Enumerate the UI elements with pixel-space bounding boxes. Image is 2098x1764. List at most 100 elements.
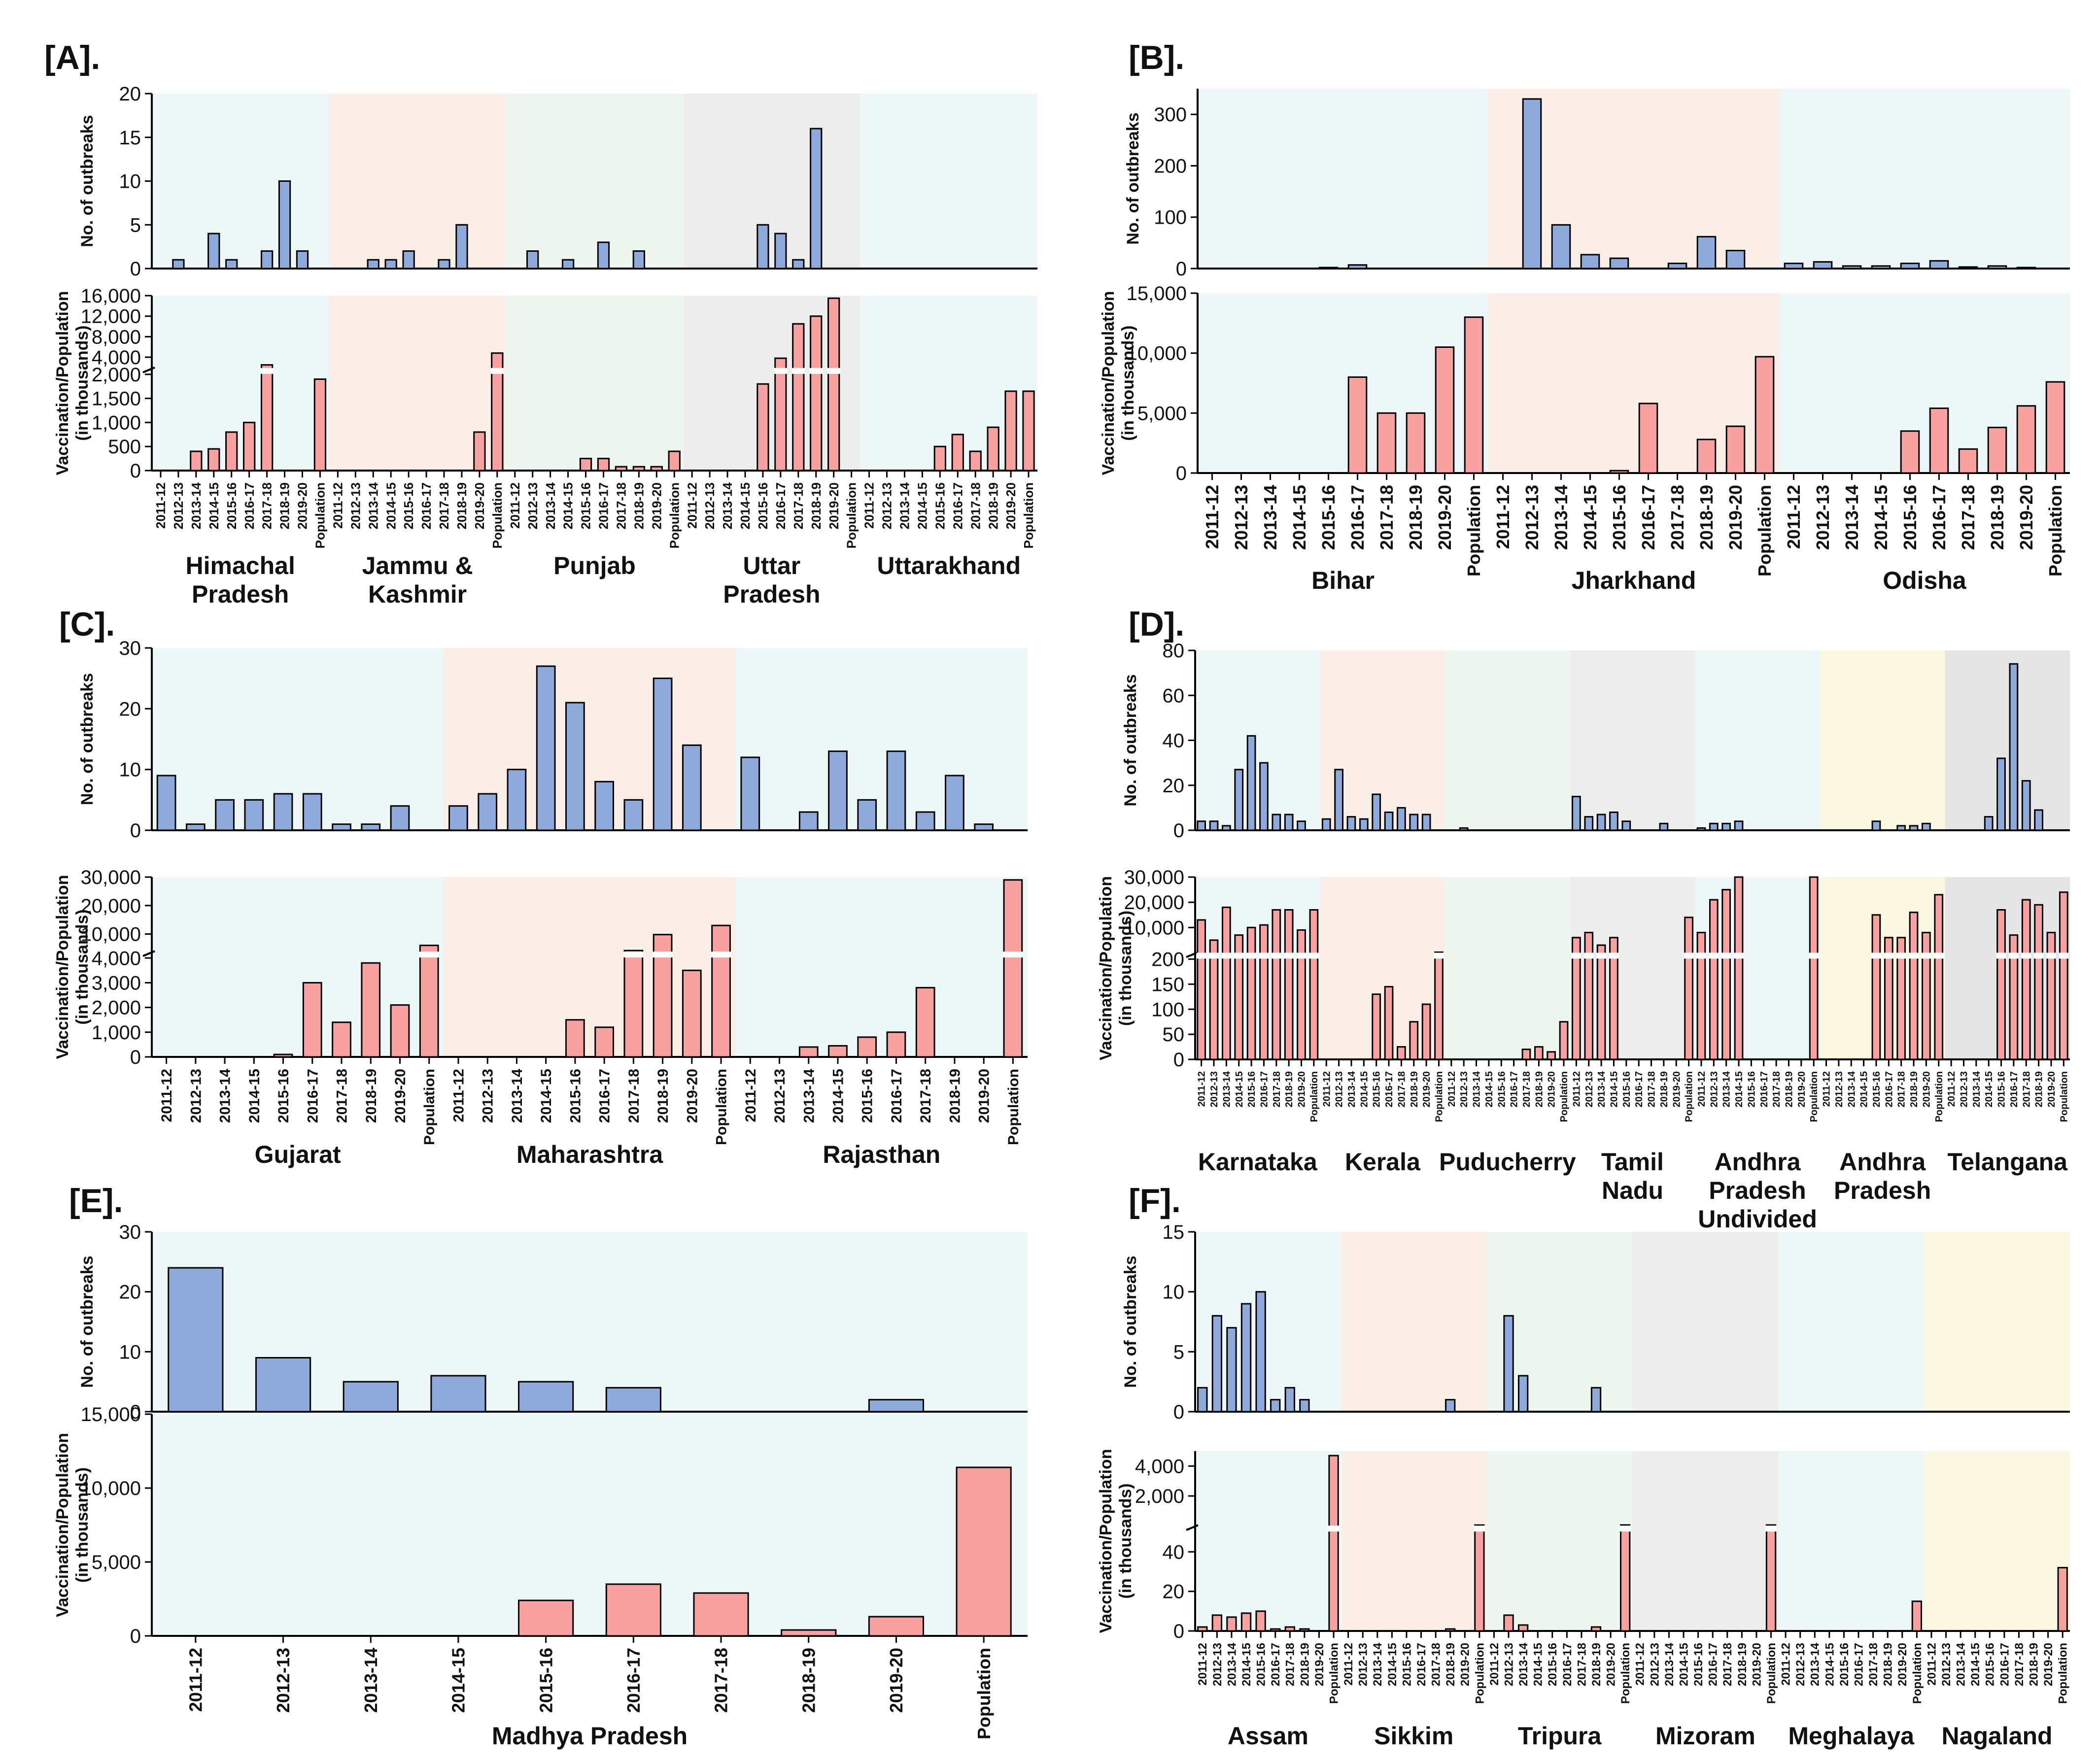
vaccination-bar xyxy=(518,1599,574,1637)
vaccination-bar xyxy=(827,297,840,472)
x-tick-label: 2019-20 xyxy=(1896,1643,1909,1686)
x-tick-label: 2018-19 xyxy=(2027,1643,2040,1686)
y-tick-label: 300 xyxy=(1154,104,1187,126)
panel-label: [E]. xyxy=(69,1182,123,1220)
y-axis-label-line: (in thousands) xyxy=(1119,325,1137,441)
x-tick-label: 2019-20 xyxy=(1459,1643,1472,1686)
x-tick-label: 2017-18 xyxy=(626,1069,642,1123)
outbreak-bar xyxy=(1459,827,1469,831)
outbreak-bar xyxy=(1896,825,1906,831)
x-tick-label: 2017-18 xyxy=(1272,1071,1282,1107)
group-background xyxy=(1632,1232,1779,1412)
y-axis-label-line: (in thousands) xyxy=(73,325,92,441)
y-axis-label-upper: No. of outbreaks xyxy=(1121,1255,1140,1388)
vaccination-bar xyxy=(774,357,787,472)
outbreak-bar xyxy=(244,799,264,831)
outbreak-bar xyxy=(1197,1387,1208,1413)
x-tick-label: 2017-18 xyxy=(437,482,451,529)
x-tick-label: 2016-17 xyxy=(889,1069,905,1123)
outbreak-bar xyxy=(1197,820,1206,831)
outbreak-bar xyxy=(1421,814,1431,831)
x-tick-label: Population xyxy=(714,1069,730,1145)
y-axis-label-upper: No. of outbreaks xyxy=(78,1255,97,1388)
y-tick-label: 30 xyxy=(119,638,141,659)
outbreak-bar xyxy=(1318,267,1339,270)
x-tick-label: 2013-14 xyxy=(1225,1642,1238,1686)
vaccination-bar xyxy=(623,950,644,1058)
x-tick-label: 2016-17 xyxy=(623,1648,644,1713)
x-tick-label: 2012-13 xyxy=(525,482,540,529)
vaccination-bar xyxy=(1397,1046,1406,1060)
vaccination-bar xyxy=(1709,899,1719,1060)
vaccination-bar xyxy=(473,431,486,472)
outbreak-bar xyxy=(1584,816,1594,831)
y-tick-label: 12,000 xyxy=(81,306,141,328)
x-tick-label: 2018-19 xyxy=(1444,1643,1457,1686)
outbreak-bar xyxy=(757,224,769,270)
x-tick-label: 2012-13 xyxy=(348,482,363,529)
y-axis-label-lower: Vaccination/Population(in thousands) xyxy=(53,875,92,1059)
x-tick-label: 2017-18 xyxy=(1521,1071,1532,1107)
outbreak-bar xyxy=(1384,812,1394,831)
vaccination-bar xyxy=(1474,1524,1485,1632)
x-tick-label: 2017-18 xyxy=(1867,1643,1880,1686)
outbreak-bar xyxy=(260,250,274,270)
x-tick-label: 2015-16 xyxy=(1496,1071,1507,1107)
x-tick-label: 2018-19 xyxy=(1406,485,1426,550)
x-tick-label: Population xyxy=(1754,485,1775,577)
outbreak-bar xyxy=(1270,1399,1281,1413)
vaccination-bar xyxy=(2016,405,2036,474)
outbreak-bar xyxy=(886,750,906,831)
vaccination-bar xyxy=(1222,906,1231,1060)
x-tick-label: 2013-14 xyxy=(1551,485,1571,550)
vaccination-bar xyxy=(419,945,439,1058)
vaccination-bar xyxy=(1259,924,1269,1060)
x-tick-label: 2015-16 xyxy=(567,1069,584,1123)
outbreak-bar xyxy=(2009,663,2019,831)
outbreak-bar xyxy=(207,233,220,270)
x-tick-label: 2018-19 xyxy=(1696,485,1717,550)
vaccination-bar xyxy=(1909,912,1919,1060)
outbreak-bar xyxy=(478,793,498,831)
x-tick-label: Population xyxy=(1005,1069,1022,1145)
x-tick-label: 2011-12 xyxy=(1696,1071,1707,1107)
state-name: Nadu xyxy=(1602,1177,1663,1204)
x-tick-label: 2012-13 xyxy=(480,1069,496,1123)
vaccination-bar xyxy=(597,458,610,472)
y-tick-label: 2,000 xyxy=(92,364,141,386)
state-name: Odisha xyxy=(1883,567,1967,594)
x-tick-label: Population xyxy=(1911,1643,1924,1704)
vaccination-bar xyxy=(1922,932,1931,1060)
outbreak-bar xyxy=(1359,818,1369,831)
y-tick-label: 15,000 xyxy=(1127,283,1187,305)
x-tick-label: 2014-15 xyxy=(1984,1071,1995,1107)
x-tick-label: 2011-12 xyxy=(1780,1643,1793,1686)
x-tick-label: 2014-15 xyxy=(1677,1643,1690,1686)
y-tick-label: 4,000 xyxy=(1135,1456,1184,1477)
y-tick-label: 8,000 xyxy=(92,326,141,348)
x-tick-label: 2011-12 xyxy=(1342,1643,1355,1686)
vaccination-bar xyxy=(313,378,327,472)
x-tick-label: 2017-18 xyxy=(968,482,983,529)
x-tick-label: 2013-14 xyxy=(1260,485,1280,550)
outbreak-bar xyxy=(810,128,823,270)
x-tick-label: 2015-16 xyxy=(401,482,416,529)
x-tick-label: 2018-19 xyxy=(1736,1643,1749,1686)
vaccination-bar xyxy=(1284,1626,1295,1632)
y-tick-label: 15 xyxy=(1163,1221,1185,1243)
panel-label: [C]. xyxy=(59,606,115,643)
outbreak-bar xyxy=(1725,250,1746,270)
x-tick-label: 2011-12 xyxy=(153,482,168,529)
x-tick-label: 2019-20 xyxy=(2016,485,2036,550)
vaccination-bar xyxy=(2059,891,2068,1060)
vaccination-bar xyxy=(1240,1612,1252,1632)
x-tick-label: 2014-15 xyxy=(1823,1643,1836,1686)
group-background xyxy=(860,94,1037,269)
outbreak-bar xyxy=(565,702,585,831)
state-name: Jammu & xyxy=(362,552,473,579)
group-background xyxy=(1195,1451,1341,1631)
y-tick-label: 16,000 xyxy=(81,285,141,307)
vaccination-bar xyxy=(1022,390,1035,472)
x-tick-label: Population xyxy=(1309,1071,1320,1122)
x-tick-label: 2011-12 xyxy=(1822,1071,1832,1107)
